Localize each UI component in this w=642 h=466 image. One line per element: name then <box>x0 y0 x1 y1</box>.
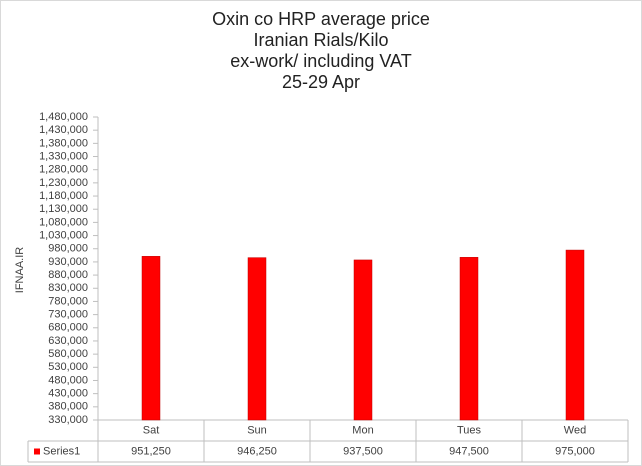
legend-label: Series1 <box>43 445 80 457</box>
y-axis-label: IFNAA.IR <box>14 247 26 294</box>
y-tick-label: 1,080,000 <box>39 216 88 228</box>
y-tick-label: 1,280,000 <box>39 164 88 176</box>
y-tick-label: 1,380,000 <box>39 137 88 149</box>
legend-key <box>34 448 40 455</box>
chart-title: Iranian Rials/Kilo <box>253 30 388 50</box>
chart-title: Oxin co HRP average price <box>212 9 430 29</box>
bar <box>565 249 585 421</box>
y-tick-label: 480,000 <box>48 374 88 386</box>
x-tick-label: Sat <box>143 424 160 436</box>
table-value: 951,250 <box>131 445 171 457</box>
y-tick-label: 1,480,000 <box>39 111 88 123</box>
y-tick-label: 1,030,000 <box>39 229 88 241</box>
table-value: 937,500 <box>343 445 383 457</box>
y-tick-label: 430,000 <box>48 388 88 400</box>
y-tick-label: 980,000 <box>48 243 88 255</box>
y-tick-label: 830,000 <box>48 282 88 294</box>
x-tick-label: Mon <box>352 424 373 436</box>
x-tick-label: Wed <box>564 424 586 436</box>
y-tick-label: 880,000 <box>48 269 88 281</box>
bar <box>353 259 373 421</box>
x-tick-label: Tues <box>457 424 482 436</box>
x-tick-label: Sun <box>247 424 267 436</box>
y-tick-label: 530,000 <box>48 361 88 373</box>
y-tick-label: 680,000 <box>48 322 88 334</box>
y-tick-label: 380,000 <box>48 401 88 413</box>
y-tick-label: 1,180,000 <box>39 190 88 202</box>
y-tick-label: 330,000 <box>48 414 88 426</box>
table-value: 946,250 <box>237 445 277 457</box>
y-tick-label: 630,000 <box>48 335 88 347</box>
y-tick-label: 1,330,000 <box>39 150 88 162</box>
y-tick-label: 730,000 <box>48 309 88 321</box>
bar <box>141 256 161 421</box>
y-tick-label: 930,000 <box>48 256 88 268</box>
y-tick-label: 1,430,000 <box>39 124 88 136</box>
chart-title: ex-work/ including VAT <box>230 51 411 71</box>
y-tick-label: 1,130,000 <box>39 203 88 215</box>
bar <box>459 257 479 421</box>
bar <box>247 257 267 421</box>
chart-title: 25-29 Apr <box>282 72 360 92</box>
y-tick-label: 1,230,000 <box>39 177 88 189</box>
table-value: 975,000 <box>555 445 595 457</box>
y-tick-label: 580,000 <box>48 348 88 360</box>
table-value: 947,500 <box>449 445 489 457</box>
y-tick-label: 780,000 <box>48 295 88 307</box>
